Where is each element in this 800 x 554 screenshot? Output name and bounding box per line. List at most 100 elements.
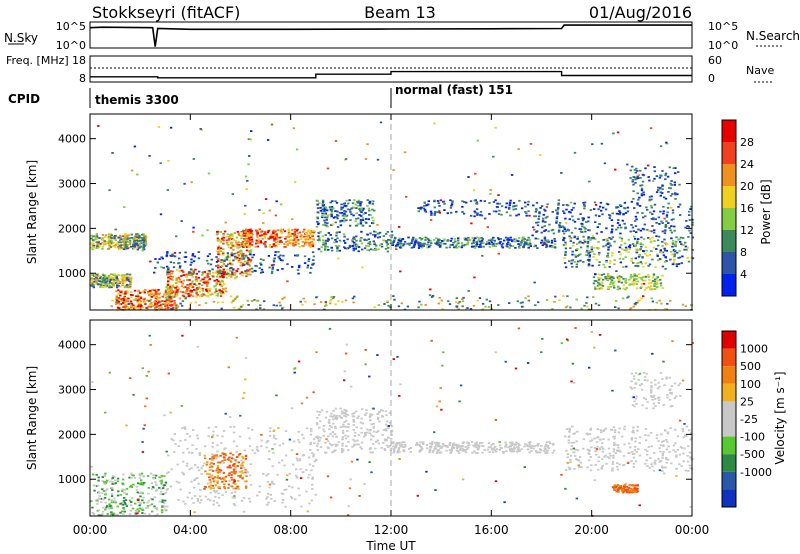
scatter-cell	[616, 444, 620, 446]
scatter-cell	[235, 241, 238, 244]
scatter-cell	[194, 301, 197, 304]
scatter-cell	[175, 289, 178, 292]
scatter-cell	[236, 268, 240, 270]
scatter-cell	[395, 244, 398, 247]
scatter-cell	[312, 230, 315, 232]
scatter-cell	[180, 285, 184, 287]
scatter-cell	[591, 264, 594, 267]
scatter-cell	[258, 228, 261, 231]
scatter-cell	[248, 232, 252, 234]
scatter-cell	[509, 450, 512, 453]
scatter-cell	[428, 442, 432, 445]
scatter-cell	[179, 488, 182, 491]
scatter-cell	[234, 487, 237, 490]
scatter-cell	[129, 302, 132, 305]
scatter-cell	[255, 230, 258, 233]
scatter-cell	[308, 456, 311, 459]
scatter-cell	[289, 495, 293, 498]
scatter-cell	[569, 237, 572, 240]
scatter-cell	[491, 451, 495, 454]
scatter-cell	[234, 276, 238, 279]
scatter-cell	[373, 209, 376, 212]
scatter-cell	[382, 235, 386, 237]
scatter-cell	[309, 267, 313, 269]
scatter-cell	[114, 279, 118, 282]
scatter-cell	[100, 285, 103, 288]
scatter-cell	[128, 237, 131, 240]
scatter-cell	[168, 271, 171, 274]
scatter-cell	[239, 272, 242, 275]
scatter-cell	[670, 180, 673, 182]
scatter-cell	[355, 217, 358, 220]
scatter-cell	[316, 211, 319, 214]
scatter-cell	[565, 222, 568, 224]
scatter-cell	[579, 253, 582, 255]
scatter-cell	[372, 233, 375, 236]
scatter-cell	[566, 295, 569, 298]
scatter-cell	[366, 431, 369, 434]
scatter-cell	[123, 241, 126, 244]
scatter-cell	[327, 248, 330, 251]
scatter-cell	[653, 231, 656, 234]
scatter-cell	[587, 252, 590, 255]
scatter-cell	[553, 300, 556, 303]
scatter-cell	[98, 277, 102, 280]
scatter-cell	[474, 172, 477, 175]
scatter-cell	[167, 277, 170, 280]
scatter-cell	[641, 212, 644, 214]
scatter-cell	[639, 229, 643, 232]
scatter-cell	[389, 239, 392, 241]
scatter-cell	[192, 226, 195, 229]
scatter-cell	[96, 243, 99, 246]
scatter-cell	[575, 249, 578, 251]
scatter-cell	[178, 297, 182, 300]
scatter-cell	[532, 204, 535, 207]
scatter-cell	[230, 478, 234, 481]
scatter-cell	[229, 270, 232, 272]
scatter-cell	[92, 244, 95, 247]
scatter-cell	[505, 202, 508, 205]
scatter-cell	[448, 443, 451, 446]
scatter-cell	[269, 493, 272, 496]
scatter-cell	[250, 300, 254, 302]
scatter-cell	[133, 239, 136, 242]
scatter-cell	[366, 143, 369, 146]
scatter-cell	[390, 425, 394, 428]
scatter-cell	[215, 290, 218, 293]
scatter-cell	[481, 254, 484, 257]
scatter-cell	[101, 510, 105, 513]
scatter-cell	[372, 249, 375, 251]
scatter-cell	[230, 474, 233, 476]
scatter-cell	[173, 433, 176, 435]
scatter-cell	[531, 234, 534, 237]
scatter-cell	[635, 249, 639, 251]
scatter-cell	[192, 260, 196, 263]
scatter-cell	[386, 243, 390, 245]
scatter-cell	[196, 437, 200, 440]
scatter-cell	[246, 244, 249, 246]
scatter-cell	[235, 456, 239, 458]
scatter-cell	[595, 232, 599, 235]
scatter-cell	[351, 244, 355, 247]
scatter-cell	[197, 270, 201, 273]
scatter-cell	[644, 448, 647, 451]
scatter-cell	[142, 496, 145, 499]
scatter-cell	[305, 232, 308, 235]
scatter-cell	[173, 255, 177, 258]
scatter-cell	[119, 294, 122, 297]
scatter-cell	[674, 193, 677, 196]
scatter-cell	[625, 248, 629, 251]
scatter-cell	[208, 269, 211, 272]
scatter-cell	[553, 240, 557, 243]
scatter-cell	[570, 231, 574, 234]
scatter-cell	[453, 246, 456, 249]
scatter-cell	[300, 236, 304, 239]
scatter-cell	[228, 472, 231, 475]
scatter-cell	[256, 229, 259, 232]
scatter-cell	[108, 247, 111, 250]
scatter-cell	[638, 254, 642, 257]
scatter-cell	[467, 176, 470, 178]
scatter-cell	[166, 488, 169, 490]
scatter-cell	[136, 299, 139, 302]
scatter-cell	[422, 245, 425, 247]
